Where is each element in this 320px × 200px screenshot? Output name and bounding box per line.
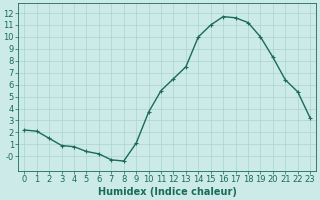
X-axis label: Humidex (Indice chaleur): Humidex (Indice chaleur) [98, 187, 237, 197]
